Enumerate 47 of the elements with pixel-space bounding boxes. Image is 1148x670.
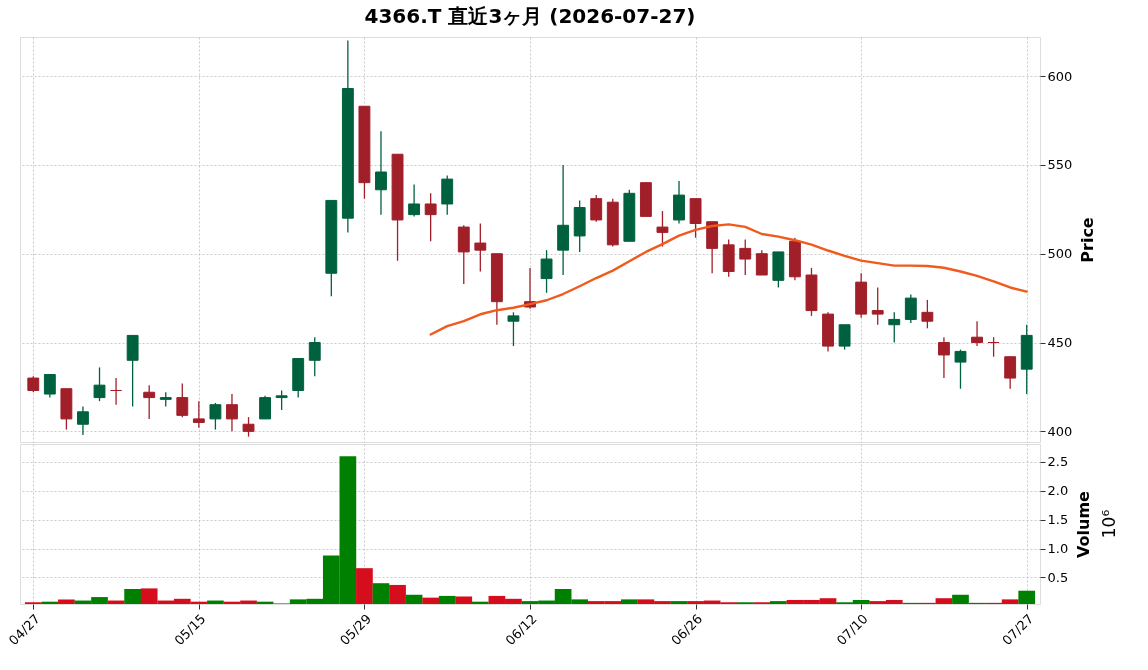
bar	[1018, 590, 1036, 604]
candlestick	[77, 405, 89, 436]
y-axis-title: Volume	[1074, 490, 1094, 558]
bar	[455, 596, 473, 604]
candlestick	[110, 377, 122, 406]
candlestick	[888, 311, 901, 344]
candlestick	[242, 416, 255, 438]
text: 10⁶	[1099, 509, 1119, 539]
bar	[356, 568, 373, 604]
candlestick	[921, 299, 934, 329]
candlestick	[43, 373, 56, 399]
bar	[58, 599, 75, 604]
candlestick	[308, 336, 321, 377]
bar	[124, 588, 141, 604]
candlestick	[1004, 356, 1017, 390]
candlestick	[209, 402, 222, 431]
candlestick	[226, 393, 238, 432]
candlestick	[954, 348, 967, 390]
bar	[389, 584, 406, 604]
candlestick	[838, 324, 851, 351]
y-tick-label: 2.0	[1047, 483, 1069, 499]
y-tick-label: 400	[1047, 423, 1073, 439]
candlestick	[540, 249, 553, 294]
candlestick	[275, 389, 288, 411]
candlestick	[507, 311, 520, 347]
y-tick-label: 2.5	[1047, 454, 1069, 470]
candlestick	[904, 293, 917, 324]
bar	[405, 594, 423, 604]
y-tick-label: 1.5	[1047, 512, 1069, 528]
bar	[620, 599, 638, 604]
y-tick-label: 0.5	[1047, 569, 1069, 585]
candlestick	[871, 286, 884, 326]
y-tick-label: 1.0	[1047, 541, 1069, 557]
candlestick	[938, 336, 950, 379]
candlestick	[971, 320, 983, 347]
bar	[438, 595, 456, 604]
candlestick	[987, 336, 1000, 358]
candlestick	[192, 400, 205, 429]
candlestick	[259, 395, 272, 420]
bar	[670, 601, 688, 604]
candlestick	[93, 366, 106, 402]
candlestick	[176, 382, 189, 418]
candlestick	[143, 384, 156, 420]
bar	[372, 583, 390, 604]
bar	[422, 597, 440, 604]
bar	[770, 601, 787, 604]
y-tick-label: 450	[1047, 335, 1073, 351]
